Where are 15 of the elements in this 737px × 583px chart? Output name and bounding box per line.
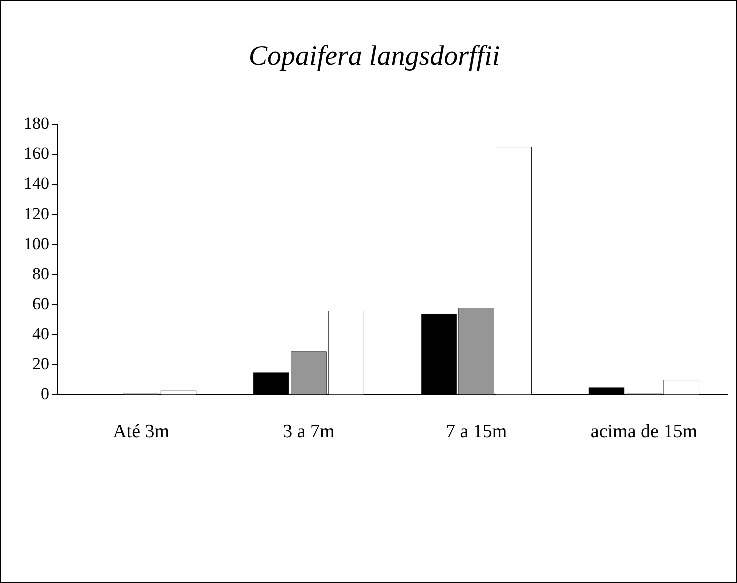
y-tick-label: 0: [41, 384, 50, 404]
y-tick-label: 120: [24, 204, 50, 224]
y-tick-label: 180: [24, 114, 50, 134]
y-tick-label: 60: [32, 294, 50, 314]
x-tick-label: acima de 15m: [590, 422, 698, 443]
y-tick-label: 80: [32, 264, 50, 284]
chart-title: Copaifera langsdorffii: [248, 41, 500, 72]
y-tick-label: 100: [24, 234, 50, 254]
y-tick-label: 140: [24, 174, 50, 194]
y-tick-label: 160: [24, 144, 50, 164]
x-tick-label: 7 a 15m: [446, 422, 508, 443]
y-tick-label: 40: [32, 324, 50, 344]
y-tick-label: 20: [32, 354, 50, 374]
x-tick-label: 3 a 7m: [283, 422, 336, 443]
x-tick-label: Até 3m: [113, 422, 170, 443]
